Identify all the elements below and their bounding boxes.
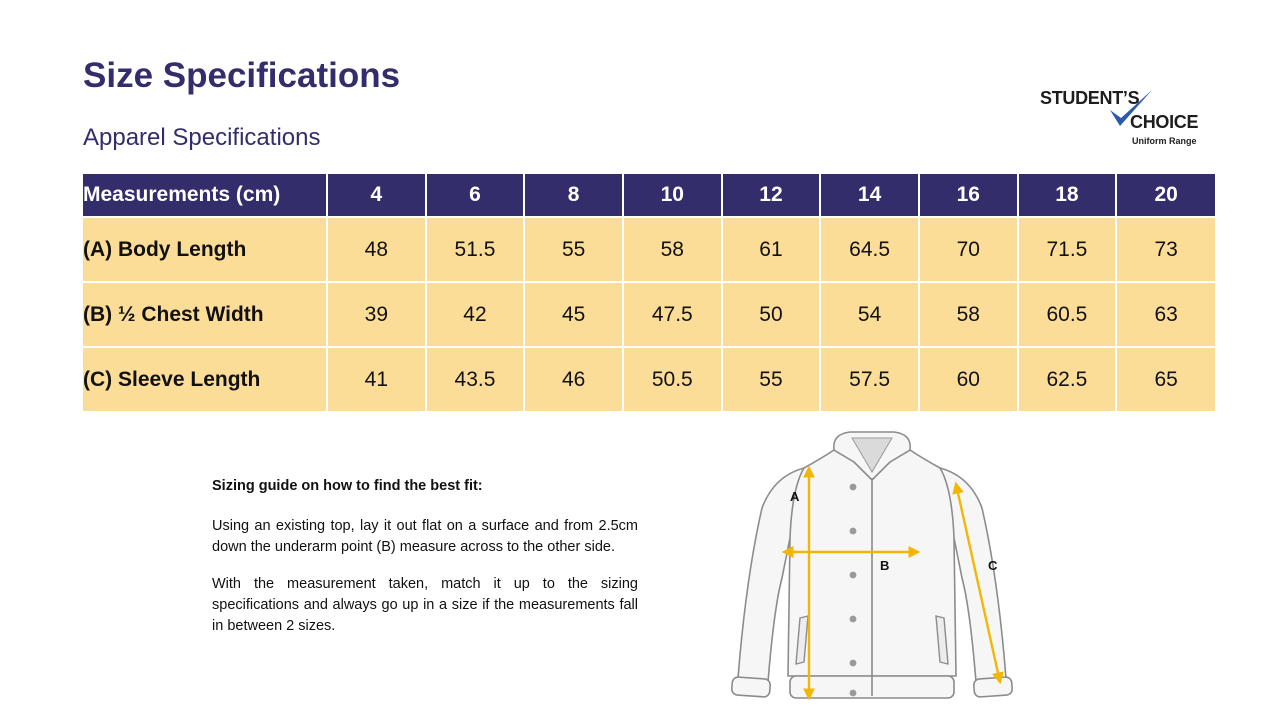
table-cell: 48 xyxy=(327,216,427,282)
header-size: 8 xyxy=(524,174,624,217)
row-label: (A) Body Length xyxy=(83,216,328,282)
header-size: 10 xyxy=(622,174,723,217)
logo-line-3: Uniform Range xyxy=(1132,136,1197,146)
label-b: B xyxy=(880,558,890,573)
header-size: 12 xyxy=(721,174,822,217)
header-size: 6 xyxy=(425,174,526,217)
table-row: (C) Sleeve Length 41 43.5 46 50.5 55 57.… xyxy=(83,346,1215,411)
size-spec-table: Measurements (cm) 4 6 8 10 12 14 16 18 2… xyxy=(83,174,1215,411)
header-size: 14 xyxy=(820,174,920,217)
row-label: (B) ½ Chest Width xyxy=(83,281,328,347)
table-cell: 55 xyxy=(524,216,624,282)
logo-line-1: STUDENT’S xyxy=(1040,88,1140,108)
label-a: A xyxy=(790,489,800,504)
table-cell: 58 xyxy=(622,216,723,282)
table-cell: 60 xyxy=(918,346,1019,411)
sizing-guide: Sizing guide on how to find the best fit… xyxy=(212,476,638,653)
table-header-row: Measurements (cm) 4 6 8 10 12 14 16 18 2… xyxy=(83,174,1215,217)
header-measurements: Measurements (cm) xyxy=(83,174,328,217)
guide-heading: Sizing guide on how to find the best fit… xyxy=(212,478,483,494)
table-cell: 64.5 xyxy=(820,216,920,282)
table-cell: 73 xyxy=(1116,216,1215,282)
table-row: (A) Body Length 48 51.5 55 58 61 64.5 70… xyxy=(83,216,1215,282)
logo-line-2: CHOICE xyxy=(1130,112,1199,132)
table-row: (B) ½ Chest Width 39 42 45 47.5 50 54 58… xyxy=(83,281,1215,347)
table-cell: 63 xyxy=(1116,281,1215,347)
table-cell: 43.5 xyxy=(425,346,526,411)
page-subtitle: Apparel Specifications xyxy=(83,124,321,151)
table-cell: 45 xyxy=(524,281,624,347)
header-size: 16 xyxy=(918,174,1019,217)
header-size: 4 xyxy=(327,174,427,217)
table-cell: 54 xyxy=(820,281,920,347)
table-cell: 50 xyxy=(721,281,822,347)
table-cell: 62.5 xyxy=(1017,346,1118,411)
students-choice-logo: STUDENT’S CHOICE Uniform Range xyxy=(1038,86,1208,148)
table-cell: 42 xyxy=(425,281,526,347)
header-size: 20 xyxy=(1116,174,1215,217)
table-cell: 61 xyxy=(721,216,822,282)
table-cell: 47.5 xyxy=(622,281,723,347)
table-cell: 70 xyxy=(918,216,1019,282)
table-cell: 41 xyxy=(327,346,427,411)
table-cell: 60.5 xyxy=(1017,281,1118,347)
label-c: C xyxy=(988,558,998,573)
table-cell: 55 xyxy=(721,346,822,411)
row-label: (C) Sleeve Length xyxy=(83,346,328,411)
guide-paragraph-1: Using an existing top, lay it out flat o… xyxy=(212,518,638,555)
table-cell: 58 xyxy=(918,281,1019,347)
header-size: 18 xyxy=(1017,174,1118,217)
jacket-illustration xyxy=(731,431,1013,701)
page-title: Size Specifications xyxy=(83,56,401,95)
table-cell: 71.5 xyxy=(1017,216,1118,282)
table-cell: 57.5 xyxy=(820,346,920,411)
guide-paragraph-2: With the measurement taken, match it up … xyxy=(212,576,638,634)
table-cell: 50.5 xyxy=(622,346,723,411)
table-cell: 46 xyxy=(524,346,624,411)
table-cell: 51.5 xyxy=(425,216,526,282)
table-cell: 65 xyxy=(1116,346,1215,411)
table-cell: 39 xyxy=(327,281,427,347)
